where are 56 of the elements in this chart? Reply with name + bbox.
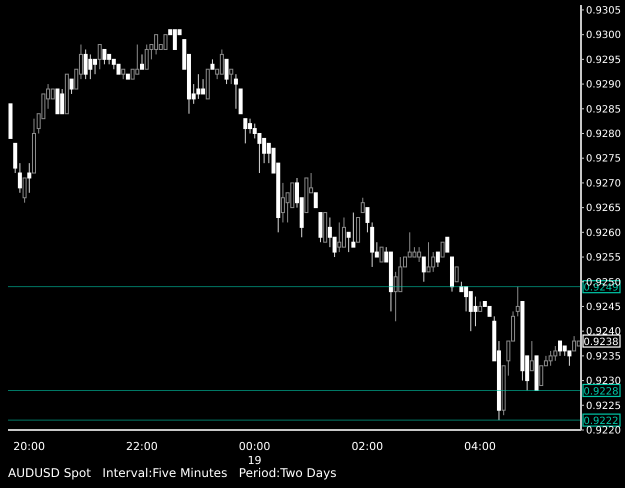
candlestick: [365, 207, 370, 233]
candlestick: [572, 336, 576, 352]
candlestick: [234, 74, 238, 110]
y-tick-label: 0.9300: [586, 30, 621, 42]
y-tick-label: 0.9260: [586, 228, 621, 239]
candlestick: [342, 217, 346, 248]
y-tick-label: 0.9285: [586, 104, 621, 116]
candlestick: [163, 34, 168, 50]
y-tick-label: 0.9265: [586, 203, 621, 214]
candlestick: [18, 162, 22, 194]
candlestick: [98, 44, 102, 70]
y-tick-label: 0.9235: [586, 351, 621, 362]
y-tick-label: 0.9245: [586, 302, 621, 314]
ref-line-label: 0.9228: [584, 386, 618, 398]
y-tick-label: 0.9220: [586, 426, 621, 437]
y-tick-label: 0.9240: [586, 326, 621, 338]
x-tick-label: 00:00 19: [238, 440, 270, 467]
x-tick-label: 20:00: [13, 440, 45, 453]
candlestick: [360, 197, 365, 214]
text: Interval:Five Minutes Period:Two Days: [102, 466, 336, 480]
candlestick: [229, 68, 234, 85]
candlestick: [27, 162, 32, 194]
candlestick: [210, 58, 214, 70]
y-tick-label: 0.9290: [586, 80, 621, 91]
candlestick: [121, 68, 126, 80]
candlestick: [422, 256, 426, 282]
candlestick: [558, 340, 562, 356]
candlestick: [426, 242, 431, 272]
candlestick: [436, 252, 440, 268]
y-tick-label: 0.9225: [586, 400, 621, 412]
candlestick: [22, 177, 27, 204]
annotation: 0.9238: [584, 337, 618, 348]
text: AUDUSD Spot: [8, 466, 91, 480]
candlestick: [380, 246, 384, 262]
y-tick-label: 0.9305: [586, 5, 621, 16]
x-tick-label: 22:00: [126, 440, 158, 453]
candlestick: [445, 236, 450, 253]
candlestick: [530, 340, 534, 372]
y-tick-label: 0.9280: [586, 129, 621, 140]
y-tick-label: 0.9270: [586, 178, 621, 190]
candlestick: [346, 232, 351, 253]
candlestick: [351, 212, 356, 248]
candlestick: [140, 54, 144, 70]
y-tick-label: 0.9295: [586, 54, 621, 66]
candlestick: [454, 266, 459, 282]
x-tick-label: 04:00: [464, 440, 496, 453]
candlestick: [224, 58, 229, 85]
ref-line-label: 0.9222: [584, 416, 618, 428]
y-tick-label: 0.9255: [586, 252, 621, 264]
x-tick-label: 02:00: [351, 440, 384, 453]
candlestick: [478, 301, 482, 312]
candlestick: [440, 242, 445, 258]
candlestick: [314, 192, 318, 208]
candlestick: [70, 78, 74, 94]
candlestick: [516, 286, 520, 317]
y-tick-label: 0.9275: [586, 154, 621, 165]
